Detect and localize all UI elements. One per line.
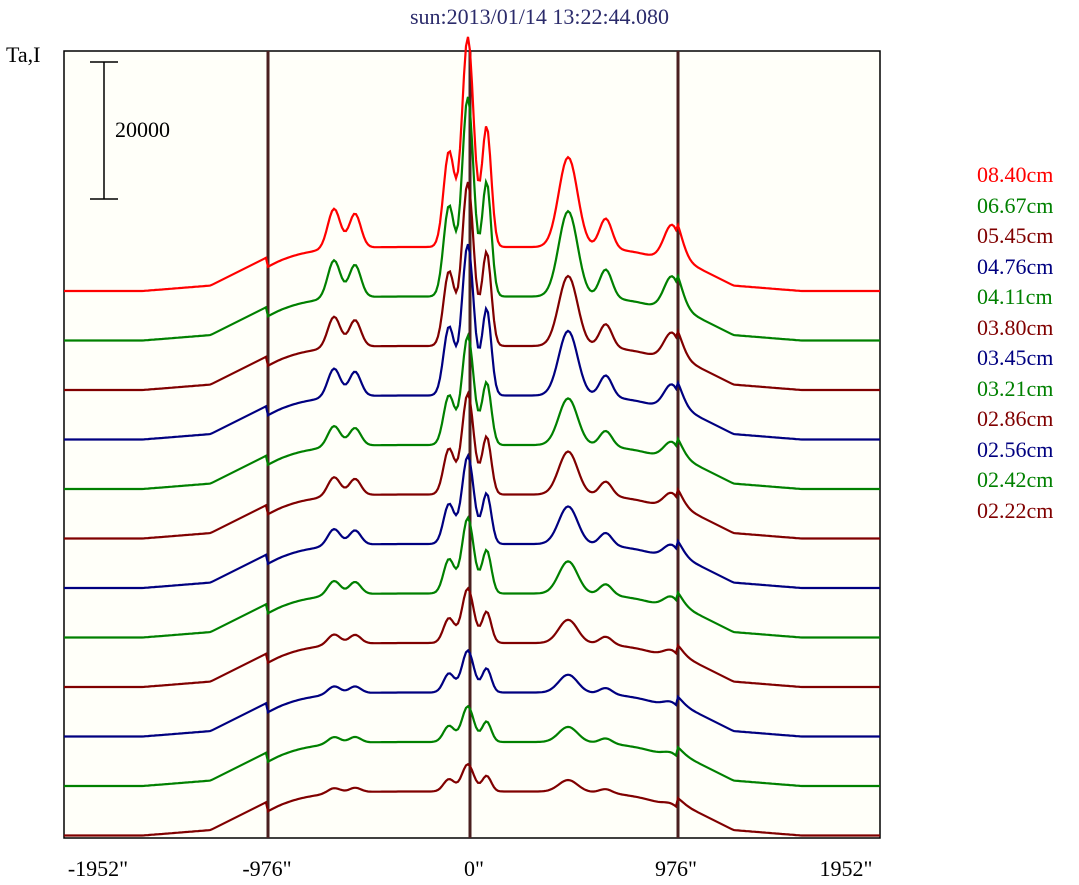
legend-item: 04.76cm xyxy=(977,253,1054,279)
legend-item: 02.22cm xyxy=(977,497,1054,523)
legend-item: 05.45cm xyxy=(977,223,1054,248)
y-axis-label: Ta,I xyxy=(6,42,41,67)
series-line xyxy=(64,390,880,540)
legend-item: 03.80cm xyxy=(977,314,1054,340)
series-line xyxy=(64,96,880,342)
series-line xyxy=(64,586,880,689)
series-line xyxy=(64,181,880,392)
series-line xyxy=(64,243,880,441)
scale-bar-label: 20000 xyxy=(115,117,170,142)
series-line xyxy=(64,36,880,293)
legend-item: 04.11cm xyxy=(977,284,1053,309)
x-tick-label: -1952" xyxy=(67,856,129,881)
series-line xyxy=(64,515,880,639)
series-line xyxy=(64,452,880,590)
legend-item: 03.45cm xyxy=(977,345,1054,370)
legend-item: 08.40cm xyxy=(977,162,1054,187)
series-line xyxy=(64,704,880,788)
series-line xyxy=(64,648,880,738)
chart-title: sun:2013/01/14 13:22:44.080 xyxy=(409,4,670,29)
legend-item: 02.42cm xyxy=(977,467,1054,492)
series-line xyxy=(64,762,880,837)
legend-item: 03.21cm xyxy=(977,375,1054,401)
legend-item: 02.86cm xyxy=(977,406,1054,431)
scale-bar xyxy=(90,61,118,200)
legend-item: 02.56cm xyxy=(977,436,1054,462)
x-tick-label: 976" xyxy=(655,856,697,881)
x-tick-label: -976" xyxy=(242,856,292,881)
legend-item: 06.67cm xyxy=(977,192,1054,218)
plot-frame xyxy=(63,50,881,839)
x-tick-label: 0" xyxy=(464,856,484,881)
x-tick-label: 1952" xyxy=(819,856,873,881)
series-line xyxy=(64,332,880,491)
